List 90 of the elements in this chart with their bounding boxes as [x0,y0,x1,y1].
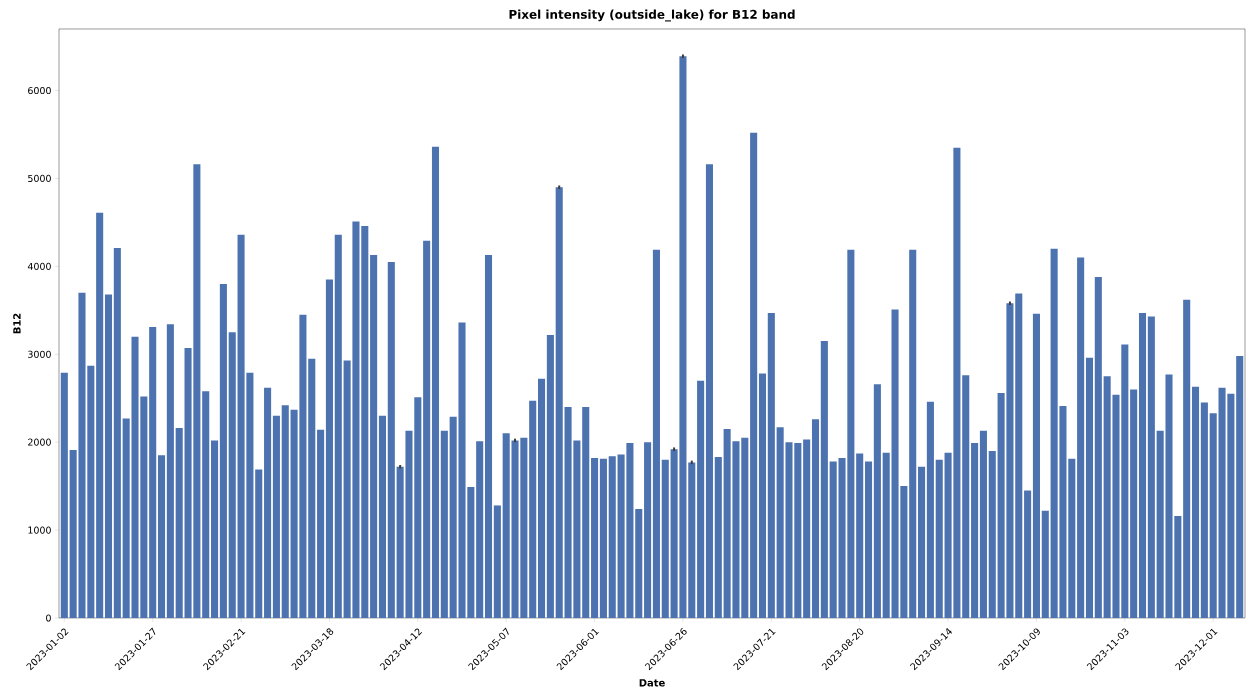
bar [325,279,333,618]
bar [219,283,227,618]
bar [361,225,369,618]
bar [157,455,166,618]
y-tick-label: 5000 [28,174,51,183]
bar [1183,299,1191,618]
bar [423,240,431,618]
bar [688,462,696,618]
bar [546,334,554,618]
bar [608,456,616,618]
bar [493,505,501,618]
bar [661,459,669,618]
bar [202,391,210,618]
bar [255,469,263,618]
bar [918,466,926,618]
bar [484,254,493,618]
bar [873,384,881,618]
bar [317,429,325,618]
bar [228,332,236,618]
bar [113,247,121,618]
bar [979,430,987,618]
bar [1041,510,1049,618]
bar [476,441,484,618]
bar [1068,458,1076,618]
bar [971,443,979,618]
bar [431,146,440,618]
bar [926,401,934,618]
bar [865,461,873,618]
y-tick-label: 4000 [27,262,51,270]
y-tick-label: 2000 [28,438,51,446]
bar [264,387,272,618]
bar [652,249,660,618]
bar [599,458,607,618]
bar [758,373,767,618]
bar [1032,313,1040,618]
bar [370,254,378,618]
bar [1015,293,1023,618]
bar [697,380,705,618]
bar [1085,357,1094,618]
bar [378,415,386,618]
bar [1130,389,1138,618]
bar [635,508,643,618]
bar [767,312,775,618]
bar [803,439,811,618]
bar [440,430,448,618]
y-tick-label: 3000 [28,350,51,358]
bar [1236,356,1244,618]
bar [104,294,113,618]
bar [529,400,537,618]
bar [281,405,289,618]
bar [272,415,280,618]
bar [1138,312,1147,618]
bar [909,249,917,618]
bar [166,324,174,618]
bar [591,457,599,618]
bar [750,132,758,618]
bar [705,164,713,618]
y-tick-label: 1000 [28,526,51,534]
bar [1191,386,1200,618]
bar [387,261,395,618]
bar [1147,316,1155,618]
bar [582,407,590,618]
bar [175,428,183,618]
bar [856,453,864,618]
bar [1209,413,1217,618]
bar [820,341,828,618]
bar [60,372,68,618]
bar [811,419,820,618]
chart-title: Pixel intensity (outside_lake) for B12 band [509,9,795,22]
bar [1094,276,1102,618]
bar [714,457,722,618]
bar [935,459,943,618]
x-axis-title: Date [639,679,665,687]
bar [962,375,970,618]
bar [96,212,104,618]
bar [308,358,316,618]
y-axis-title: B12 [13,313,21,334]
bar [334,234,342,618]
bar [1200,402,1208,618]
bar [1024,490,1032,618]
bar [988,450,996,618]
bar [538,378,546,618]
bar [882,452,890,618]
bar [211,440,219,618]
y-tick-label: 6000 [28,86,51,95]
bar [1077,257,1085,618]
y-tick-label: 0 [46,614,51,622]
bar [149,327,157,618]
bar [644,442,652,618]
bar [555,187,563,618]
